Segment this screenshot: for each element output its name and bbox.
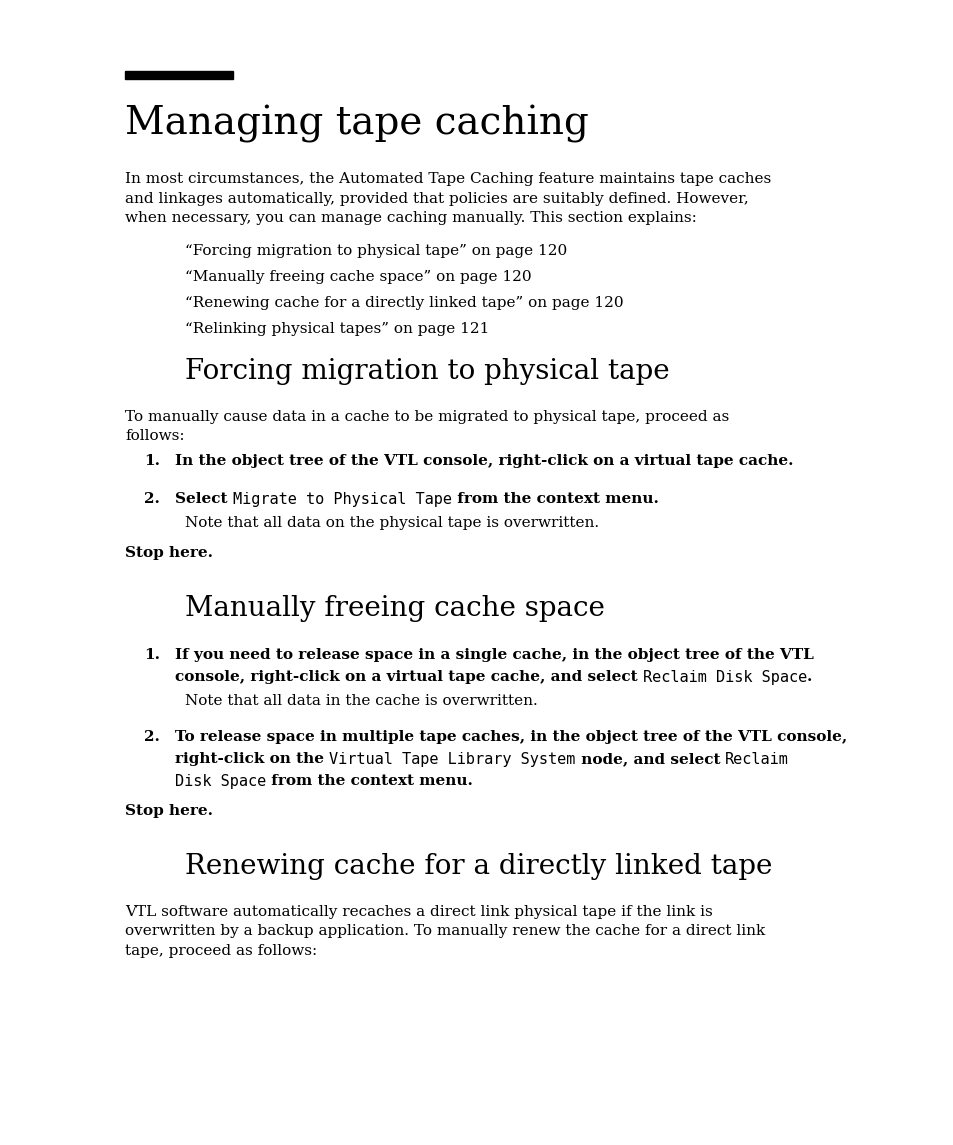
Bar [125,71,233,79]
Text: In most circumstances, the Automated Tape Caching feature maintains tape caches
: In most circumstances, the Automated Tap… [125,172,770,226]
Text: In the object tree of the VTL console, right-click on a virtual tape cache.: In the object tree of the VTL console, r… [174,455,793,468]
Text: console, right-click on a virtual tape cache, and select: console, right-click on a virtual tape c… [174,670,642,684]
Text: 2.: 2. [144,731,160,744]
Text: Manually freeing cache space: Manually freeing cache space [185,595,604,622]
Text: To release space in multiple tape caches, in the object tree of the VTL console,: To release space in multiple tape caches… [174,731,846,744]
Text: node, and select: node, and select [575,752,724,766]
Text: Note that all data in the cache is overwritten.: Note that all data in the cache is overw… [185,694,537,708]
Text: Stop here.: Stop here. [125,546,213,560]
Text: 1.: 1. [144,455,160,468]
Text: right-click on the: right-click on the [174,752,329,766]
Text: Virtual Tape Library System: Virtual Tape Library System [329,752,575,767]
Text: To manually cause data in a cache to be migrated to physical tape, proceed as
fo: To manually cause data in a cache to be … [125,410,728,443]
Text: If you need to release space in a single cache, in the object tree of the VTL: If you need to release space in a single… [174,648,813,662]
Text: .: . [806,670,812,684]
Text: VTL software automatically recaches a direct link physical tape if the link is
o: VTL software automatically recaches a di… [125,905,764,958]
Text: “Renewing cache for a directly linked tape” on page 120: “Renewing cache for a directly linked ta… [185,297,623,310]
Text: from the context menu.: from the context menu. [452,492,658,506]
Text: Stop here.: Stop here. [125,804,213,818]
Text: Renewing cache for a directly linked tape: Renewing cache for a directly linked tap… [185,853,772,881]
Text: 2.: 2. [144,492,160,506]
Text: “Manually freeing cache space” on page 120: “Manually freeing cache space” on page 1… [185,270,531,284]
Text: 1.: 1. [144,648,160,662]
Text: Reclaim Disk Space: Reclaim Disk Space [642,670,806,685]
Text: Reclaim: Reclaim [724,752,788,767]
Text: Disk Space: Disk Space [174,774,266,789]
Text: “Forcing migration to physical tape” on page 120: “Forcing migration to physical tape” on … [185,244,567,258]
Text: “Relinking physical tapes” on page 121: “Relinking physical tapes” on page 121 [185,322,489,335]
Text: Forcing migration to physical tape: Forcing migration to physical tape [185,358,669,385]
Text: from the context menu.: from the context menu. [266,774,473,788]
Text: Note that all data on the physical tape is overwritten.: Note that all data on the physical tape … [185,516,598,530]
Text: Managing tape caching: Managing tape caching [125,105,588,143]
Text: Migrate to Physical Tape: Migrate to Physical Tape [233,492,452,507]
Text: Select: Select [174,492,233,506]
